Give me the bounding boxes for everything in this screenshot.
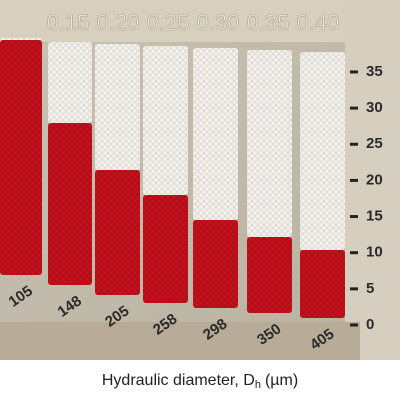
column-filled (193, 220, 238, 308)
caption: Hydraulic diameter, Dh (µm) (102, 372, 298, 391)
caption-subscript: h (255, 379, 261, 391)
top-label: 0.30 (197, 10, 240, 35)
top-label: 0.25 (147, 10, 190, 35)
top-label: 0.20 (97, 10, 140, 35)
column-empty (143, 46, 188, 195)
column-filled (48, 123, 92, 285)
column-filled (143, 195, 188, 303)
column-filled (95, 170, 140, 295)
scale-label: 30 (366, 99, 383, 116)
top-label: 0.15 (47, 10, 90, 35)
scale: 0 5 10 15 20 25 30 35 (350, 63, 383, 333)
caption-area (0, 360, 400, 400)
frame-top (0, 0, 360, 42)
column-filled (300, 250, 345, 318)
column-empty (300, 52, 345, 250)
top-label: 0.35 (247, 10, 290, 35)
frame-base (0, 322, 360, 360)
scale-label: 20 (366, 171, 383, 188)
column-empty (193, 48, 238, 220)
top-label: 0.40 (297, 10, 340, 35)
caption-unit: (µm) (265, 372, 298, 389)
scale-label: 0 (366, 316, 374, 333)
scale-label: 35 (366, 63, 383, 80)
scale-label: 25 (366, 135, 383, 152)
column-empty (0, 38, 42, 40)
column-empty (95, 44, 140, 170)
scale-label: 10 (366, 244, 383, 261)
column-filled (247, 237, 292, 313)
column-empty (48, 42, 92, 123)
top-labels: 0.15 0.20 0.25 0.30 0.35 0.40 (46, 10, 340, 36)
scale-label: 15 (366, 208, 383, 225)
column-filled (0, 40, 42, 275)
scale-label: 5 (366, 280, 374, 297)
column-empty (247, 50, 292, 237)
columns (0, 38, 345, 318)
caption-text: Hydraulic diameter, D (102, 372, 255, 389)
